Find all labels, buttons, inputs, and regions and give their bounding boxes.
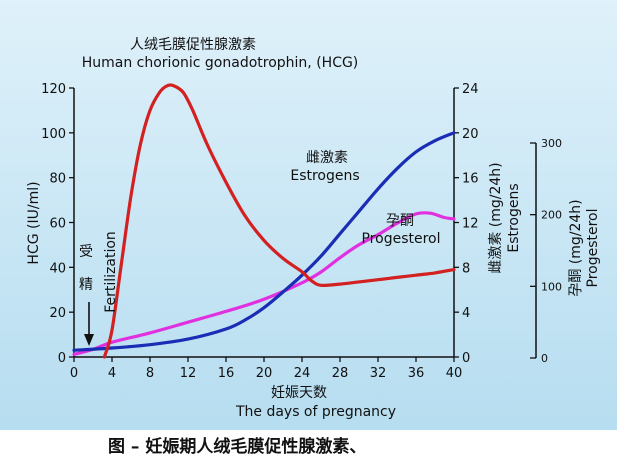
progesterone-tick-label: 100 xyxy=(541,280,562,293)
y-axis-label-progesterone-cn: 孕酮 (mg/24h) xyxy=(568,199,584,296)
progesterone-tick-label: 200 xyxy=(541,209,562,222)
y-axis-label-estrogen-en: Estrogens xyxy=(506,183,522,252)
estrogen-tick-label: 20 xyxy=(462,127,479,142)
hcg-tick-label: 0 xyxy=(58,351,66,366)
hcg-tick-label: 100 xyxy=(41,127,66,142)
y-axis-label-hcg: HCG (IU/ml) xyxy=(26,181,42,264)
estrogen-tick-label: 0 xyxy=(462,351,470,366)
chart-title-cn: 人绒毛膜促性腺激素 xyxy=(130,36,256,53)
estrogen-tick-label: 16 xyxy=(462,172,479,187)
chart-background xyxy=(0,0,617,430)
series-layer xyxy=(72,83,456,359)
x-tick-label: 28 xyxy=(332,366,349,381)
estrogen-annotation-cn: 雌激素 xyxy=(306,149,348,166)
x-tick-label: 32 xyxy=(370,366,387,381)
series-line-hcg xyxy=(102,83,456,359)
hcg-tick-label: 120 xyxy=(41,82,66,97)
hcg-tick-label: 60 xyxy=(49,217,66,232)
y-axis-label-estrogen-cn: 雌激素 (mg/24h) xyxy=(487,162,504,273)
x-tick-label: 36 xyxy=(408,366,425,381)
progesterone-tick-label: 0 xyxy=(541,352,548,365)
estrogen-tick-label: 4 xyxy=(462,306,470,321)
x-axis-label-cn: 妊娠天数 xyxy=(271,385,327,401)
hcg-tick-label: 20 xyxy=(49,306,66,321)
series-line-estrogen xyxy=(72,131,456,352)
fertilization-arrow-head xyxy=(84,334,94,346)
x-tick-label: 4 xyxy=(108,366,116,381)
y-axis-label-progesterone-en: Progesterol xyxy=(585,208,601,287)
x-tick-label: 20 xyxy=(256,366,273,381)
chart-title-en: Human chorionic gonadotrophin, (HCG) xyxy=(82,55,359,71)
estrogen-tick-label: 8 xyxy=(462,261,470,276)
progesterone-tick-label: 300 xyxy=(541,137,562,150)
axes-layer: 0 4 8 12 16 20 24 28 32 36 40020406080100120048121… xyxy=(41,82,562,381)
x-tick-label: 40 xyxy=(446,366,463,381)
progesterone-annotation-cn: 孕酮 xyxy=(386,213,414,229)
estrogen-tick-label: 24 xyxy=(462,82,479,97)
series-line-progesterone xyxy=(72,211,456,356)
x-tick-label: 12 xyxy=(180,366,197,381)
x-axis-label-en: The days of pregnancy xyxy=(235,404,396,420)
x-tick-label: 24 xyxy=(294,366,311,381)
hcg-tick-label: 80 xyxy=(49,172,66,187)
figure-caption: 图 – 妊娠期人绒毛膜促性腺激素、 xyxy=(108,436,366,457)
estrogen-tick-label: 12 xyxy=(462,217,479,232)
x-tick-label: 16 xyxy=(218,366,235,381)
fertilization-label-en: Fertilization xyxy=(103,231,119,313)
estrogen-annotation-en: Estrogens xyxy=(290,168,359,184)
fertilization-label-cn-2: 精 xyxy=(79,277,93,293)
x-tick-label: 0 xyxy=(70,366,78,381)
hcg-tick-label: 40 xyxy=(49,261,66,276)
caption-background xyxy=(0,430,617,462)
x-tick-label: 8 xyxy=(146,366,154,381)
fertilization-label-cn-1: 受 xyxy=(79,244,93,260)
progesterone-annotation-en: Progesterol xyxy=(361,231,440,247)
